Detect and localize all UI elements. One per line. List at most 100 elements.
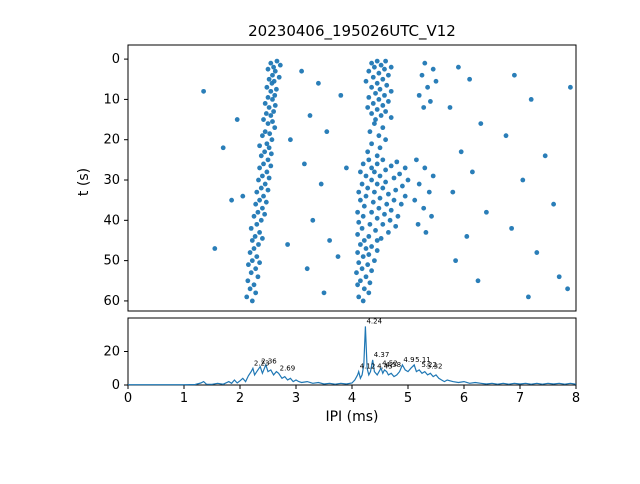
scatter-point (260, 173, 265, 179)
scatter-point (274, 86, 279, 92)
scatter-point (377, 173, 383, 179)
y-tick-label: 20 (103, 133, 120, 148)
scatter-point (370, 101, 376, 106)
scatter-point (365, 262, 371, 268)
scatter-point (258, 153, 264, 159)
scatter-point (261, 161, 266, 167)
scatter-point (201, 88, 207, 94)
scatter-point (378, 62, 384, 68)
scatter-point (249, 238, 255, 243)
scatter-point (358, 278, 363, 284)
scatter-point (257, 230, 262, 235)
scatter-point (263, 111, 269, 116)
scatter-point (426, 189, 432, 195)
scatter-point (386, 191, 391, 197)
scatter-point (395, 213, 401, 219)
scatter-point (356, 294, 362, 300)
scatter-point (556, 274, 562, 280)
scatter-point (369, 111, 374, 116)
scatter-point (363, 274, 369, 280)
scatter-point (388, 207, 394, 213)
scatter-point (386, 99, 391, 104)
scatter-point (251, 213, 257, 219)
scatter-point (374, 80, 380, 86)
scatter-point (335, 254, 341, 259)
scatter-point (264, 141, 270, 147)
y-tick-label: 10 (103, 92, 120, 107)
scatter-point (383, 167, 388, 173)
scatter-point (374, 107, 380, 112)
scatter-point (321, 290, 327, 296)
scatter-point (394, 159, 400, 165)
scatter-point (355, 282, 360, 288)
scatter-point (268, 60, 274, 66)
scatter-point (376, 205, 382, 211)
scatter-point (422, 60, 428, 66)
scatter-point (262, 101, 268, 106)
scatter-point (255, 274, 261, 280)
scatter-point (318, 181, 324, 187)
y-tick-label: 40 (103, 213, 120, 228)
scatter-point (272, 68, 278, 74)
scatter-point (458, 149, 464, 155)
scatter-point (270, 97, 275, 102)
scatter-point (249, 258, 255, 264)
scatter-point (419, 72, 425, 78)
scatter-point (397, 171, 402, 177)
scatter-point (470, 169, 475, 175)
scatter-point (484, 209, 489, 215)
scatter-point (374, 153, 380, 159)
scatter-point (373, 227, 378, 233)
scatter-point (344, 165, 349, 171)
scatter-point (254, 254, 260, 259)
scatter-point (265, 187, 271, 193)
scatter-point (369, 177, 374, 183)
scatter-point (260, 205, 265, 211)
scatter-point (374, 248, 380, 253)
scatter-point (384, 201, 390, 207)
scatter-point (383, 179, 388, 185)
x-tick-label: 3 (292, 391, 300, 406)
scatter-point (374, 161, 380, 167)
scatter-point (430, 66, 436, 72)
scatter-point (285, 242, 290, 247)
scatter-point (520, 177, 526, 183)
scatter-point (382, 66, 387, 72)
scatter-point (378, 113, 384, 118)
scatter-point (387, 217, 393, 223)
scatter-point (271, 109, 276, 114)
scatter-point (258, 185, 264, 191)
scatter-point (365, 105, 371, 110)
scatter-axes-frame (127, 44, 577, 312)
scatter-point (266, 76, 272, 82)
scatter-point (255, 209, 261, 215)
scatter-point (355, 232, 360, 237)
scatter-point (393, 187, 399, 193)
scatter-point (369, 244, 374, 249)
scatter-point (269, 137, 275, 143)
scatter-point (358, 197, 363, 203)
scatter-point (272, 125, 278, 131)
scatter-point (355, 209, 360, 215)
scatter-point (254, 189, 260, 195)
scatter-point (370, 74, 376, 80)
scatter-point (288, 137, 293, 143)
scatter-point (266, 105, 272, 110)
scatter-point (324, 129, 330, 135)
peak-annotation: 4.24 (366, 317, 382, 325)
scatter-point (358, 169, 363, 175)
scatter-point (388, 64, 394, 70)
scatter-point (380, 125, 386, 131)
scatter-point (374, 58, 380, 64)
scatter-point (252, 234, 258, 239)
x-axis-label: IPI (ms) (325, 409, 378, 425)
scatter-point (247, 250, 253, 255)
scatter-point (365, 149, 371, 155)
scatter-point (370, 199, 376, 205)
scatter-point (382, 211, 387, 217)
scatter-point (478, 121, 484, 126)
scatter-point (369, 268, 374, 274)
scatter-point (380, 221, 386, 227)
scatter-point (361, 203, 367, 209)
